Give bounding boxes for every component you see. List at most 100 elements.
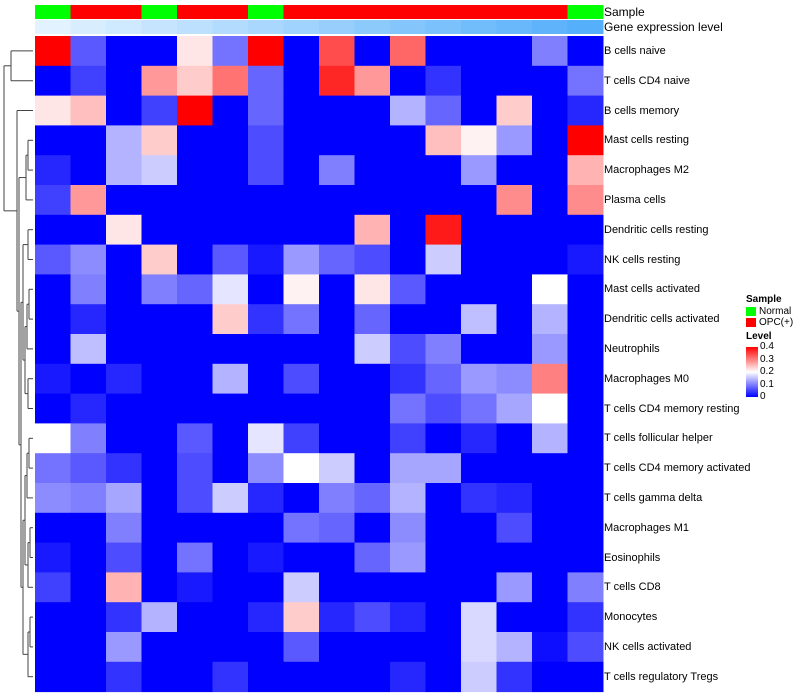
heatmap-cell [212, 661, 249, 693]
heatmap-cell [390, 185, 426, 216]
heatmap-cell [532, 185, 568, 216]
heatmap-cell [390, 512, 426, 544]
heatmap-cell [567, 602, 604, 633]
heatmap-cell [461, 274, 497, 305]
heatmap-cell [212, 363, 249, 395]
heatmap-cell [354, 65, 391, 97]
heatmap-cell [141, 274, 178, 305]
heatmap-cell [496, 274, 533, 305]
heatmap-cell [248, 423, 284, 454]
sample-annotation-cell [567, 5, 604, 19]
heatmap-cell [106, 36, 142, 67]
row-label: B cells memory [604, 104, 680, 117]
heatmap-cell [496, 661, 533, 693]
heatmap-cell [319, 334, 355, 365]
expression-annotation-cell [212, 20, 249, 34]
heatmap-cell [532, 632, 568, 663]
heatmap-cell [354, 95, 391, 126]
heatmap-cell [425, 512, 462, 544]
heatmap-cell [532, 214, 568, 246]
heatmap-cell [496, 423, 533, 454]
heatmap-cell [141, 125, 178, 156]
heatmap-cell [390, 95, 426, 126]
heatmap-cell [567, 304, 604, 335]
heatmap-cell [461, 572, 497, 603]
heatmap-cell [141, 214, 178, 246]
heatmap-cell [141, 95, 178, 126]
heatmap-cells [35, 36, 604, 693]
heatmap-cell [35, 661, 71, 693]
heatmap-cell [319, 363, 355, 395]
heatmap-cell [248, 244, 284, 275]
heatmap-cell [248, 512, 284, 544]
heatmap-cell [35, 185, 71, 216]
heatmap-cell [35, 602, 71, 633]
heatmap-cell [425, 244, 462, 275]
heatmap-cell [212, 453, 249, 484]
heatmap-cell [319, 542, 355, 573]
expression-annotation-cell [70, 20, 107, 34]
row-label: Mast cells resting [604, 134, 689, 147]
heatmap-cell [390, 393, 426, 424]
sample-annotation-label: Sample [604, 5, 645, 19]
heatmap-cell [283, 423, 320, 454]
heatmap-cell [390, 214, 426, 246]
sample-annotation-cell [496, 5, 533, 19]
heatmap-cell [35, 572, 71, 603]
heatmap-cell [283, 542, 320, 573]
heatmap-cell [425, 542, 462, 573]
row-label: T cells CD4 naive [604, 74, 690, 87]
expression-annotation-cell [141, 20, 178, 34]
heatmap-cell [425, 185, 462, 216]
heatmap-cell [177, 36, 213, 67]
heatmap-cell [567, 65, 604, 97]
heatmap-cell [461, 602, 497, 633]
sample-annotation-cell [141, 5, 178, 19]
heatmap-cell [106, 244, 142, 275]
heatmap-cell [248, 572, 284, 603]
heatmap-cell [106, 393, 142, 424]
row-label: T cells follicular helper [604, 432, 713, 445]
heatmap-cell [390, 65, 426, 97]
heatmap-cell [177, 95, 213, 126]
heatmap-cell [70, 244, 107, 275]
heatmap-cell [177, 423, 213, 454]
heatmap-cell [70, 483, 107, 514]
heatmap-cell [35, 36, 71, 67]
heatmap-cell [177, 155, 213, 186]
heatmap-cell [319, 512, 355, 544]
row-label: Mast cells activated [604, 283, 700, 296]
heatmap-cell [141, 483, 178, 514]
heatmap-cell [354, 423, 391, 454]
heatmap-cell [248, 453, 284, 484]
heatmap-cell [248, 483, 284, 514]
heatmap-cell [319, 572, 355, 603]
heatmap-cell [567, 155, 604, 186]
heatmap-cell [390, 155, 426, 186]
heatmap-cell [425, 155, 462, 186]
heatmap-cell [283, 453, 320, 484]
heatmap-cell [248, 542, 284, 573]
heatmap-cell [70, 65, 107, 97]
heatmap-cell [496, 512, 533, 544]
heatmap-cell [70, 95, 107, 126]
heatmap-cell [106, 602, 142, 633]
heatmap-cell [319, 185, 355, 216]
heatmap-cell [532, 483, 568, 514]
heatmap-cell [70, 423, 107, 454]
heatmap-cell [212, 214, 249, 246]
heatmap-cell [319, 393, 355, 424]
heatmap-cell [106, 214, 142, 246]
heatmap-cell [425, 393, 462, 424]
sample-annotation-cell [461, 5, 497, 19]
heatmap-cell [177, 602, 213, 633]
heatmap-cell [496, 185, 533, 216]
heatmap-cell [35, 512, 71, 544]
heatmap-cell [567, 393, 604, 424]
row-label: NK cells resting [604, 253, 681, 266]
heatmap-cell [248, 661, 284, 693]
level-tick-label: 0.3 [760, 353, 774, 365]
row-label: T cells regulatory Tregs [604, 670, 719, 683]
heatmap-cell [283, 244, 320, 275]
heatmap-cell [461, 661, 497, 693]
